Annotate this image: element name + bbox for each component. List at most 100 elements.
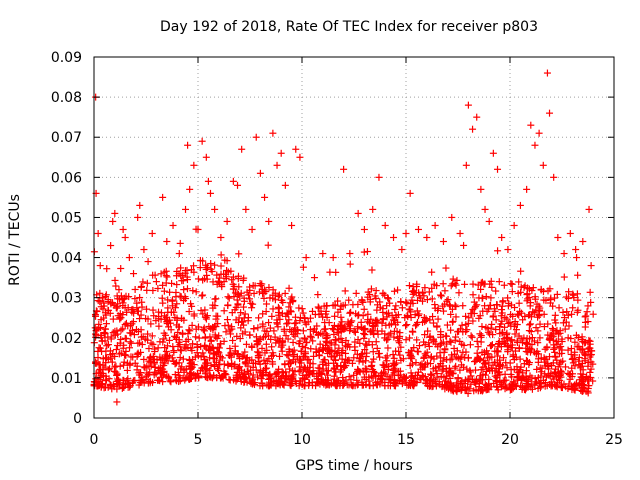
data-point-peak [510,221,518,229]
data-point [397,298,405,306]
data-point-peak [527,121,535,129]
data-point [385,331,393,339]
data-point [357,354,365,362]
data-point [586,368,594,376]
data-point [265,283,273,291]
data-point [409,290,417,298]
data-point-peak [498,234,506,241]
data-point-peak [125,254,133,262]
data-point [506,318,514,326]
data-point-peak [273,161,281,169]
data-point-peak [223,217,231,225]
data-point [235,250,243,258]
data-point [127,353,135,361]
data-point [330,326,338,334]
data-point-peak [473,113,481,121]
data-point [515,278,523,286]
data-point [437,292,445,300]
data-point [564,311,572,319]
data-point-peak [234,181,242,189]
data-point [455,289,463,297]
data-point [508,280,516,288]
data-point [170,347,178,355]
data-point [484,328,492,336]
data-point [255,288,263,296]
data-point-peak [144,258,152,266]
data-point-peak [477,185,485,193]
data-point [131,295,139,303]
data-point [582,312,590,320]
data-point [498,306,506,314]
data-point [370,355,378,363]
data-point [569,304,577,312]
data-point [149,306,157,314]
data-point [247,299,255,307]
data-point [452,313,460,321]
data-point [469,280,477,288]
data-point [576,364,584,372]
data-point [581,339,589,347]
data-point [482,293,490,301]
data-point [498,302,506,310]
data-point [413,378,421,386]
x-tick-labels: 0 5 10 15 20 25 [90,432,623,448]
data-point [412,322,420,330]
data-point [152,317,160,325]
data-point [406,334,414,342]
data-point [506,359,514,367]
data-point-peak [202,153,210,161]
data-point [136,315,144,323]
data-point-peak [579,238,587,246]
data-point [285,284,293,292]
data-point [437,339,445,347]
data-point [405,282,413,290]
data-point-peak [554,234,562,241]
data-point [192,288,200,296]
y-tick-label: 0.04 [51,251,82,267]
data-point-peak [516,201,524,209]
data-point [360,334,368,342]
data-point [412,359,420,367]
y-axis-label: ROTI / TECUs [7,194,23,286]
data-point [354,300,362,308]
data-point [575,353,583,361]
data-point [141,364,149,372]
data-point [419,297,427,305]
data-point [401,374,409,382]
data-point [368,266,376,274]
data-point [415,342,423,350]
data-point [492,287,500,295]
data-point [176,354,184,362]
data-point [242,375,250,383]
data-point [284,352,292,360]
data-point [299,309,307,317]
data-point [428,371,436,379]
data-point [574,271,582,279]
data-point-peak [96,262,104,270]
data-point [320,325,328,333]
data-point-peak [390,234,398,241]
data-point [285,303,293,311]
data-point [358,297,366,305]
data-point [211,261,219,269]
data-point [159,378,167,386]
data-points [90,69,597,406]
data-point [392,302,400,310]
data-point [224,321,232,329]
data-point [138,303,146,311]
x-tick-label: 25 [605,432,623,448]
data-point [501,323,509,331]
data-point-peak [269,129,277,137]
data-point-peak [217,234,225,241]
data-point [439,302,447,310]
data-point [274,292,282,300]
data-point [421,284,429,292]
data-point [584,358,592,366]
data-point [249,371,257,379]
data-point [241,348,249,356]
data-point [337,313,345,321]
data-point [589,360,597,368]
data-point [522,367,530,375]
data-point [530,337,538,345]
data-point [394,286,402,294]
